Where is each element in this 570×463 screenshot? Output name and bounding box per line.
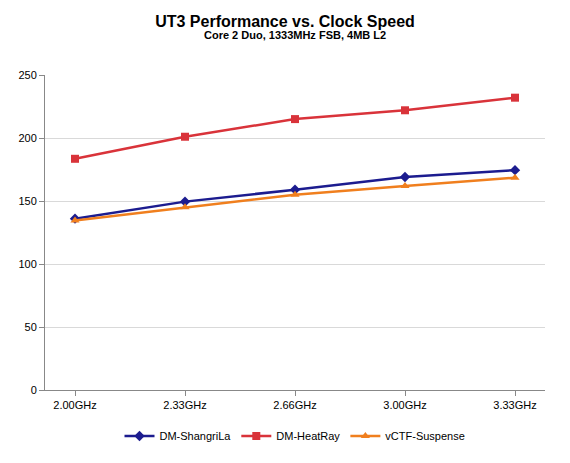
svg-text:Core 2 Duo, 1333MHz FSB, 4MB L: Core 2 Duo, 1333MHz FSB, 4MB L2	[204, 29, 386, 41]
svg-text:2.66GHz: 2.66GHz	[273, 399, 316, 411]
svg-text:vCTF-Suspense: vCTF-Suspense	[385, 430, 464, 442]
svg-text:2.00GHz: 2.00GHz	[53, 399, 96, 411]
svg-text:UT3 Performance vs. Clock Spee: UT3 Performance vs. Clock Speed	[155, 13, 415, 30]
svg-text:DM-HeatRay: DM-HeatRay	[276, 430, 340, 442]
svg-text:150: 150	[18, 195, 36, 207]
svg-text:250: 250	[18, 69, 36, 81]
svg-text:2.33GHz: 2.33GHz	[163, 399, 206, 411]
svg-text:DM-ShangriLa: DM-ShangriLa	[160, 430, 232, 442]
svg-text:100: 100	[18, 258, 36, 270]
svg-text:50: 50	[25, 321, 37, 333]
svg-text:200: 200	[18, 132, 36, 144]
svg-text:0: 0	[31, 384, 37, 396]
svg-text:3.33GHz: 3.33GHz	[493, 399, 536, 411]
svg-text:3.00GHz: 3.00GHz	[383, 399, 426, 411]
